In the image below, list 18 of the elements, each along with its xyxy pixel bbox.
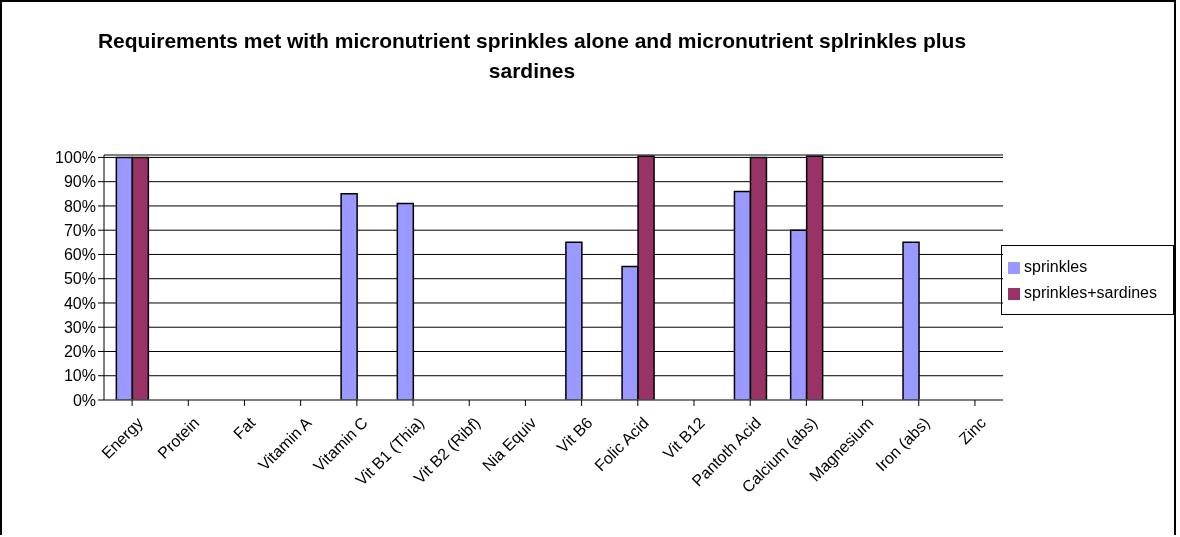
y-tick-label: 0% [72,391,96,409]
y-tick-label: 80% [63,197,96,215]
legend-label: sprinkles [1024,258,1088,275]
x-tick-label: Zinc [955,414,989,448]
y-tick-label: 40% [63,294,96,312]
y-tick-label: 20% [63,343,96,361]
legend-label: sprinkles+sardines [1024,284,1157,301]
y-tick-label: 30% [63,318,96,336]
x-tick-label: Fat [230,413,259,443]
y-tick-label: 50% [63,270,96,288]
y-tick-label: 70% [63,221,96,239]
y-tick-label: 100% [55,149,96,167]
y-tick-label: 90% [63,173,96,191]
x-tick-label: Vit B6 [553,413,596,457]
y-tick-label: 10% [63,367,96,385]
y-tick-label: 60% [63,246,96,264]
chart-title: Requirements met with micronutrient sprinkles alone and micronutrient splrinkles plus sardines [96,28,968,84]
x-tick-label: Vit B12 [659,413,709,463]
